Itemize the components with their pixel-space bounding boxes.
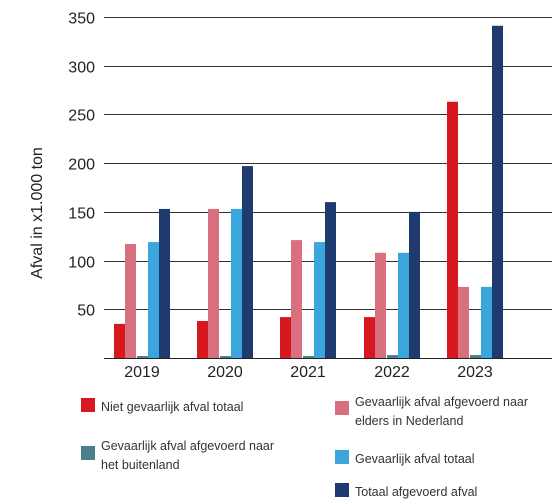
legend-label-totaal-afgevoerd: Totaal afgevoerd afval xyxy=(355,485,478,499)
bar-2020-totaal-afgevoerd xyxy=(242,166,253,358)
y-axis-title: Afval in x1.000 ton xyxy=(29,147,46,279)
legend-label-niet-gevaarlijk: Niet gevaarlijk afval totaal xyxy=(101,400,244,414)
bar-2019-gevaarlijk-totaal xyxy=(148,242,159,358)
bar-2023-elders-nederland xyxy=(458,286,469,358)
legend-swatch-elders-nederland xyxy=(335,401,349,415)
x-tick-label-2023: 2023 xyxy=(457,364,493,381)
legend-item-totaal-afgevoerd: Totaal afgevoerd afval xyxy=(335,483,545,502)
y-tick-label: 150 xyxy=(68,206,95,223)
bar-2020-buitenland xyxy=(220,356,231,358)
bar-2019-buitenland xyxy=(137,356,148,358)
legend-item-gevaarlijk-totaal: Gevaarlijk afval totaal xyxy=(335,450,545,469)
bar-2021-gevaarlijk-totaal xyxy=(314,242,325,358)
legend-swatch-gevaarlijk-totaal xyxy=(335,450,349,464)
bar-2020-niet-gevaarlijk xyxy=(197,320,208,358)
bar-2022-gevaarlijk-totaal xyxy=(398,252,409,358)
legend-swatch-niet-gevaarlijk xyxy=(81,398,95,412)
y-tick-label: 50 xyxy=(77,303,95,320)
bar-2021-elders-nederland xyxy=(291,240,302,358)
bar-2019-niet-gevaarlijk xyxy=(114,323,125,358)
bar-2022-elders-nederland xyxy=(375,252,386,358)
legend-swatch-buitenland xyxy=(81,446,95,460)
bars xyxy=(114,25,503,359)
y-tick-label: 300 xyxy=(68,60,95,77)
x-tick-label-2022: 2022 xyxy=(374,364,410,381)
legend-swatch-totaal-afgevoerd xyxy=(335,483,349,497)
bar-2019-totaal-afgevoerd xyxy=(159,208,170,358)
bar-2023-gevaarlijk-totaal xyxy=(481,286,492,358)
bar-2020-gevaarlijk-totaal xyxy=(231,208,242,358)
legend-label-elders-nederland: Gevaarlijk afval afgevoerd naar elders i… xyxy=(355,395,529,428)
y-axis-ticks: 50 100 150 200 250 300 350 xyxy=(68,11,95,320)
y-tick-label: 250 xyxy=(68,108,95,125)
bar-2023-niet-gevaarlijk xyxy=(447,101,458,359)
y-tick-label: 100 xyxy=(68,255,95,272)
legend-label-buitenland: Gevaarlijk afval afgevoerd naar het buit… xyxy=(101,439,275,472)
x-tick-label-2021: 2021 xyxy=(290,364,326,381)
bar-2022-niet-gevaarlijk xyxy=(364,317,375,358)
y-tick-label: 350 xyxy=(68,11,95,28)
legend-item-niet-gevaarlijk: Niet gevaarlijk afval totaal xyxy=(81,398,291,417)
bar-2020-elders-nederland xyxy=(208,208,219,358)
legend-item-elders-nederland: Gevaarlijk afval afgevoerd naar elders i… xyxy=(335,393,555,431)
legend-label-gevaarlijk-totaal: Gevaarlijk afval totaal xyxy=(355,452,475,466)
x-tick-label-2020: 2020 xyxy=(207,364,243,381)
bar-2021-totaal-afgevoerd xyxy=(325,202,336,358)
bar-2023-totaal-afgevoerd xyxy=(492,25,503,358)
bar-2021-niet-gevaarlijk xyxy=(280,317,291,358)
bar-2022-buitenland xyxy=(387,355,398,358)
bar-2019-elders-nederland xyxy=(125,244,136,358)
bar-2022-totaal-afgevoerd xyxy=(409,211,420,358)
y-tick-label: 200 xyxy=(68,157,95,174)
legend-item-buitenland: Gevaarlijk afval afgevoerd naar het buit… xyxy=(81,437,281,475)
bar-2021-buitenland xyxy=(303,356,314,358)
x-axis-ticks: 2019 2020 2021 2022 2023 xyxy=(124,364,493,381)
bar-2023-buitenland xyxy=(470,355,481,358)
x-tick-label-2019: 2019 xyxy=(124,364,160,381)
